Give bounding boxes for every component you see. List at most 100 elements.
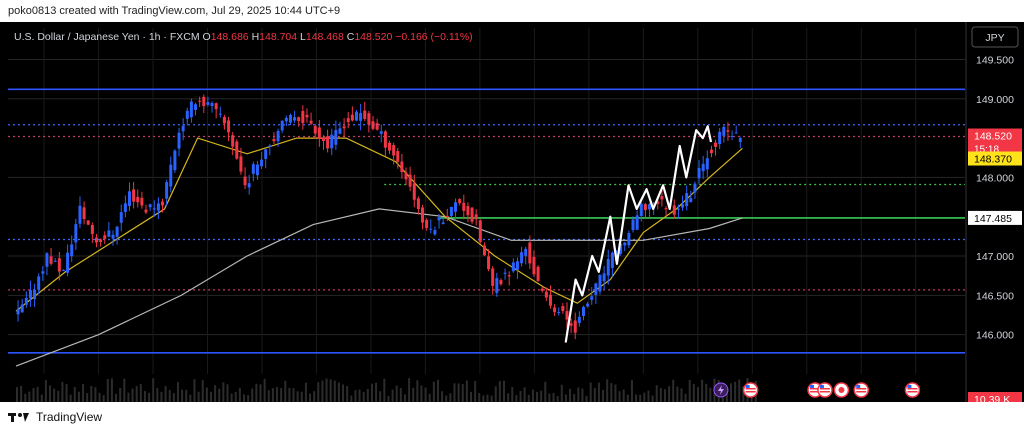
volume-bar [482, 395, 485, 402]
candle-body [697, 167, 701, 179]
us-flag-stripe [856, 388, 867, 390]
volume-bar [536, 391, 539, 402]
us-flag-stripe [819, 391, 830, 393]
volume-bar [337, 382, 340, 402]
candle-body [156, 203, 160, 211]
close-label: C [347, 31, 355, 43]
ma-value-tag [968, 210, 1022, 225]
candle-body [544, 291, 548, 298]
volume-bar [676, 386, 679, 402]
candle-body [99, 239, 103, 243]
volume-bar [366, 388, 369, 402]
candle-body [412, 183, 416, 200]
candle-body [198, 100, 202, 102]
us-flag-stripe [856, 391, 867, 393]
candle-body [276, 130, 280, 142]
candle-body [45, 253, 49, 267]
ma-value-text: 148.370 [974, 154, 1012, 166]
jp-flag-dot [838, 387, 845, 393]
volume-bar [441, 391, 444, 402]
candle-body [346, 118, 350, 122]
price-chart[interactable]: 149.500 149.000 148.000 147.000 146.500 146.0… [0, 22, 1024, 402]
bar-countdown: 15:18 [974, 145, 999, 156]
candle-body [317, 127, 321, 139]
candle-body [227, 120, 231, 133]
candle-body [445, 215, 449, 218]
volume-bar [391, 389, 394, 402]
candle-body [379, 131, 383, 134]
candle-body [375, 123, 379, 130]
volume-bar [350, 395, 353, 402]
candle-body [148, 204, 152, 208]
volume-bar [222, 382, 225, 402]
volume-bar [379, 391, 382, 402]
candle-body [631, 219, 635, 231]
volume-bar [304, 382, 307, 402]
volume-bar [593, 387, 596, 402]
us-flag-canton [745, 385, 750, 388]
candle-body [177, 132, 181, 149]
candle-body [82, 207, 86, 219]
candle-body [107, 230, 111, 237]
volume-bar [672, 379, 675, 402]
candle-body [602, 273, 606, 282]
candle-body [284, 117, 288, 122]
volume-bar [247, 395, 250, 402]
candle-body [573, 320, 577, 333]
candle-body [470, 207, 474, 222]
candle-body [231, 135, 235, 147]
volume-bar [73, 387, 76, 402]
volume-bar [742, 386, 745, 402]
lightning-icon [717, 385, 724, 395]
candle-body [119, 212, 123, 223]
tradingview-logo[interactable]: TradingView [8, 410, 102, 424]
candle-body [136, 196, 140, 203]
candle-body [297, 117, 301, 122]
candle-body [536, 266, 540, 281]
candle-body [247, 183, 251, 188]
candle-body [421, 207, 425, 223]
volume-bar [181, 389, 184, 402]
volume-bar [160, 391, 163, 402]
candle-body [61, 269, 65, 271]
volume-bar [453, 383, 456, 402]
volume-bar [478, 392, 481, 402]
candle-body [16, 309, 20, 315]
candle-body [288, 115, 292, 123]
volume-bar [296, 391, 299, 402]
candle-body [408, 174, 412, 187]
high-label: H [252, 31, 260, 43]
candle-body [218, 113, 222, 115]
y-tick-label: 147.000 [976, 251, 1014, 263]
candle-body [367, 113, 371, 125]
volume-bar [218, 388, 221, 402]
candle-body [350, 114, 354, 121]
candle-body [511, 262, 515, 272]
volume-bar [32, 388, 35, 402]
volume-bar [432, 381, 435, 402]
candle-body [491, 268, 495, 286]
volume-bar [375, 382, 378, 402]
volume-bar [461, 384, 464, 402]
volume-bar [57, 390, 60, 402]
volume-bar [193, 379, 196, 402]
volume-bar [395, 385, 398, 402]
volume-bar [139, 383, 142, 402]
chart-frame[interactable]: 149.500 149.000 148.000 147.000 146.500 146.0… [0, 22, 1024, 402]
currency-label: JPY [985, 32, 1004, 44]
candle-body [152, 208, 156, 210]
volume-bar [622, 389, 625, 402]
candle-body [474, 214, 478, 220]
volume-bar [445, 395, 448, 402]
volume-bar [503, 380, 506, 402]
volume-bar [531, 389, 534, 402]
volume-bar [469, 391, 472, 402]
candle-body [371, 121, 375, 129]
volume-bar [387, 395, 390, 402]
volume-bar [614, 384, 617, 402]
volume-bar [300, 391, 303, 402]
us-flag-canton [856, 385, 861, 388]
candle-body [458, 199, 462, 204]
candle-body [515, 261, 519, 270]
volume-bar [597, 382, 600, 402]
